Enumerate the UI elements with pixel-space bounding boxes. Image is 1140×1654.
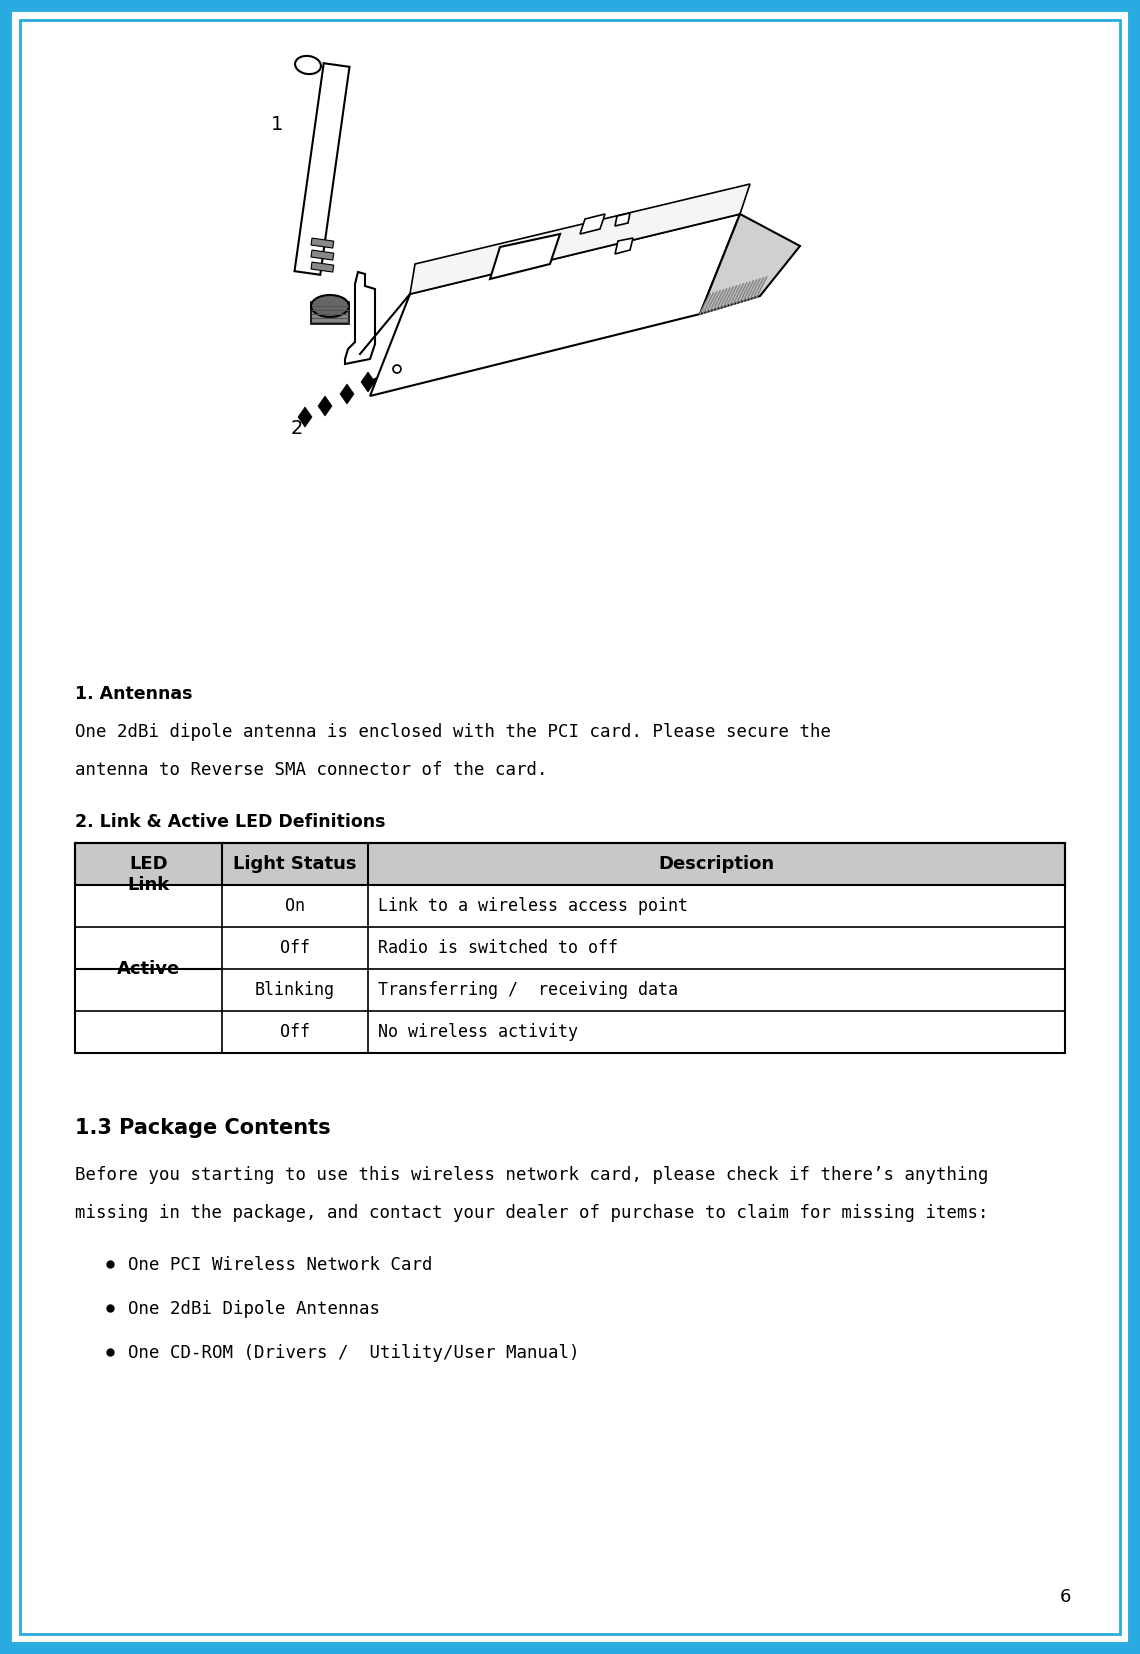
Bar <box>311 250 334 260</box>
Polygon shape <box>298 407 312 427</box>
Text: One PCI Wireless Network Card: One PCI Wireless Network Card <box>128 1255 432 1274</box>
Text: Transferring /  receiving data: Transferring / receiving data <box>378 981 678 999</box>
Text: Link to a wireless access point: Link to a wireless access point <box>378 896 689 915</box>
Text: On: On <box>285 896 304 915</box>
Text: Link: Link <box>128 877 170 895</box>
Text: missing in the package, and contact your dealer of purchase to claim for missing: missing in the package, and contact your… <box>75 1204 988 1222</box>
Ellipse shape <box>295 56 321 74</box>
Text: 2. Link & Active LED Definitions: 2. Link & Active LED Definitions <box>75 814 385 830</box>
Text: Light Status: Light Status <box>233 855 357 873</box>
Text: 6: 6 <box>1059 1588 1070 1606</box>
Polygon shape <box>294 63 350 275</box>
Polygon shape <box>614 238 633 255</box>
Text: One 2dBi Dipole Antennas: One 2dBi Dipole Antennas <box>128 1300 380 1318</box>
Bar <box>311 303 349 324</box>
Text: 2: 2 <box>291 420 303 438</box>
Text: antenna to Reverse SMA connector of the card.: antenna to Reverse SMA connector of the … <box>75 761 547 779</box>
Text: Blinking: Blinking <box>254 981 335 999</box>
Polygon shape <box>580 213 605 233</box>
Bar <box>75 885 1065 1054</box>
Bar <box>75 844 1065 1054</box>
Text: 1: 1 <box>270 114 283 134</box>
Bar <box>311 238 334 248</box>
Polygon shape <box>318 395 332 417</box>
Polygon shape <box>370 213 740 395</box>
Polygon shape <box>490 233 560 280</box>
Text: Off: Off <box>279 939 310 958</box>
Polygon shape <box>410 184 750 294</box>
Bar <box>311 261 334 271</box>
Polygon shape <box>700 213 800 314</box>
Text: Off: Off <box>279 1024 310 1040</box>
Text: Active: Active <box>116 959 180 978</box>
Text: Before you starting to use this wireless network card, please check if there’s a: Before you starting to use this wireless… <box>75 1166 988 1184</box>
Polygon shape <box>614 213 630 227</box>
Polygon shape <box>361 372 375 392</box>
Polygon shape <box>345 271 375 364</box>
Polygon shape <box>340 384 355 404</box>
Text: Description: Description <box>659 855 774 873</box>
Text: One CD-ROM (Drivers /  Utility/User Manual): One CD-ROM (Drivers / Utility/User Manua… <box>128 1345 579 1361</box>
Text: One 2dBi dipole antenna is enclosed with the PCI card. Please secure the: One 2dBi dipole antenna is enclosed with… <box>75 723 831 741</box>
Text: Radio is switched to off: Radio is switched to off <box>378 939 618 958</box>
Text: LED: LED <box>129 855 168 873</box>
Bar <box>75 844 1065 885</box>
Ellipse shape <box>311 294 349 318</box>
Text: No wireless activity: No wireless activity <box>378 1024 578 1040</box>
Text: 1. Antennas: 1. Antennas <box>75 685 193 703</box>
Text: 1.3 Package Contents: 1.3 Package Contents <box>75 1118 331 1138</box>
Circle shape <box>393 366 401 374</box>
